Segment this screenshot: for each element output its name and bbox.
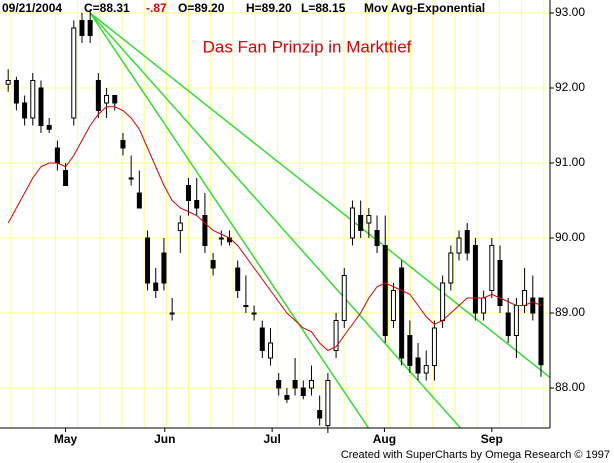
- candle-body: [513, 305, 519, 337]
- y-tick-label: 91.00: [555, 155, 585, 169]
- candle-body: [5, 79, 11, 85]
- candle-body: [46, 124, 52, 130]
- header-text: -.87: [146, 1, 167, 15]
- candle-body: [448, 252, 454, 284]
- candle-body: [95, 79, 101, 111]
- candle-body: [276, 380, 282, 389]
- candle-body: [243, 305, 249, 308]
- y-tick-label: 93.00: [555, 5, 585, 19]
- y-tick-label: 88.00: [555, 380, 585, 394]
- x-tick-label: Jul: [263, 432, 280, 446]
- candle-body: [30, 79, 36, 119]
- candle-body: [407, 335, 413, 367]
- candle-body: [136, 192, 142, 209]
- candle-body: [366, 215, 372, 224]
- candle-body: [325, 380, 331, 427]
- candle-body: [54, 147, 60, 164]
- candle-body: [423, 365, 429, 374]
- x-tick-label: Sep: [481, 432, 503, 446]
- candle-body: [87, 19, 93, 36]
- candle-body: [169, 312, 175, 315]
- header-text: L=88.15: [301, 1, 346, 15]
- candle-body: [284, 395, 290, 400]
- header-text: H=89.20: [246, 1, 292, 15]
- candle-body: [333, 320, 339, 352]
- marks: [5, 9, 544, 434]
- candle-body: [63, 169, 69, 186]
- candle-body: [431, 327, 437, 367]
- chart-title: Das Fan Prinzip in Markttief: [203, 37, 412, 56]
- y-tick-label: 92.00: [555, 80, 585, 94]
- candle-body: [358, 215, 364, 232]
- candle-body: [382, 245, 388, 337]
- header-text: 09/21/2004: [2, 1, 62, 15]
- candle-body: [440, 282, 446, 322]
- candle-body: [464, 230, 470, 254]
- candle-body: [497, 260, 503, 307]
- candle-body: [472, 245, 478, 314]
- fan-line: [89, 12, 462, 428]
- candle-body: [38, 87, 44, 126]
- x-tick-label: May: [54, 432, 78, 446]
- ema-line: [7, 106, 542, 352]
- candle-body: [120, 139, 126, 149]
- candle-body: [13, 79, 19, 104]
- candle-body: [374, 230, 380, 247]
- candle-body: [104, 94, 110, 104]
- candle-body: [390, 290, 396, 322]
- candle-body: [210, 260, 216, 269]
- candle-body: [489, 245, 495, 292]
- candle-body: [251, 312, 257, 315]
- candle-body: [415, 357, 421, 374]
- fan-lines: [89, 12, 550, 428]
- candle-body: [456, 237, 462, 254]
- candle-body: [22, 102, 28, 119]
- candle-body: [292, 380, 298, 389]
- header-text: Mov Avg-Exponential: [364, 1, 485, 15]
- candle-body: [218, 237, 224, 240]
- header-text: C=88.31: [84, 1, 130, 15]
- candle-body: [79, 19, 85, 36]
- y-tick-label: 90.00: [555, 230, 585, 244]
- header: 09/21/2004 C=88.31 -.87 O=89.20 H=89.20 L=88.…: [2, 1, 485, 15]
- candle-body: [317, 410, 323, 419]
- candle-body: [153, 282, 159, 292]
- candle-body: [145, 237, 151, 284]
- fan-line: [89, 12, 370, 428]
- candle-body: [259, 327, 265, 352]
- header-text: O=89.20: [178, 1, 225, 15]
- x-tick-label: Aug: [373, 432, 396, 446]
- candle-body: [112, 94, 118, 104]
- candle-body: [349, 207, 355, 239]
- candle-body: [194, 199, 200, 209]
- candle-body: [186, 184, 192, 201]
- candle-body: [71, 27, 77, 119]
- candle-body: [538, 297, 544, 366]
- candle-body: [530, 297, 536, 314]
- candle-body: [161, 252, 167, 284]
- y-tick-label: 89.00: [555, 305, 585, 319]
- candle-body: [505, 312, 511, 337]
- candle-body: [177, 222, 183, 232]
- fan-line: [89, 12, 550, 379]
- footer: Created with SuperCharts by Omega Resear…: [341, 449, 610, 461]
- candle-body: [341, 275, 347, 322]
- candle-body: [399, 267, 405, 359]
- candle-body: [308, 380, 314, 389]
- candle-body: [128, 177, 134, 180]
- candle-body: [202, 215, 208, 247]
- candle-body: [522, 290, 528, 307]
- x-tick-label: Jun: [154, 432, 175, 446]
- candle-body: [300, 387, 306, 397]
- candle-body: [235, 267, 241, 292]
- candle-body: [267, 342, 273, 359]
- candle-body: [481, 297, 487, 314]
